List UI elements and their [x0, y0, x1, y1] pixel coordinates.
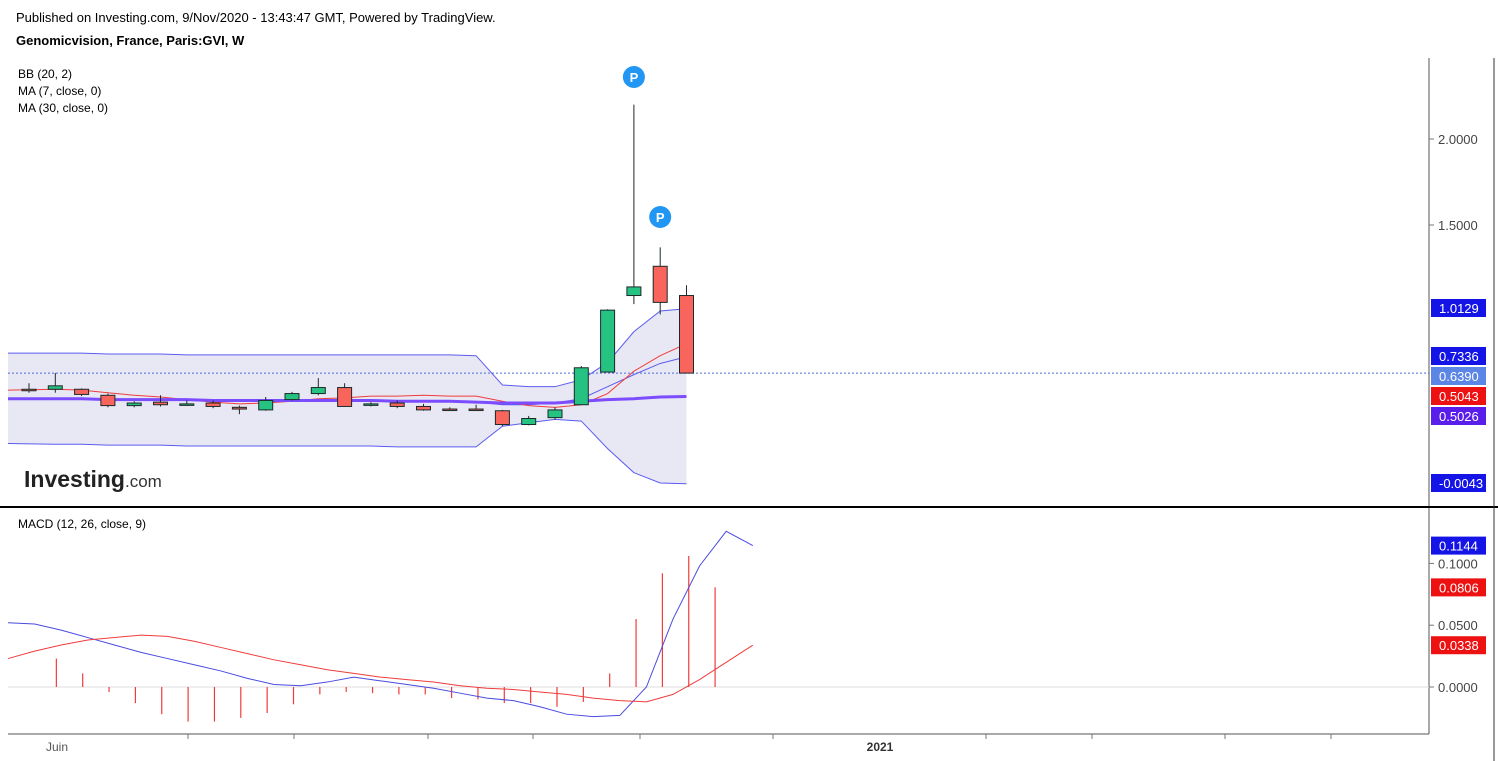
candle-up — [547, 409, 563, 419]
candle-down — [389, 402, 405, 407]
price-badge-label: 0.6390 — [1439, 369, 1479, 384]
legend-ma7: MA (7, close, 0) — [18, 84, 101, 98]
candle-down — [231, 406, 247, 410]
candle-down — [652, 265, 668, 303]
candle-down — [494, 410, 510, 426]
candle-up — [284, 393, 300, 401]
candle-up — [573, 367, 589, 406]
candle-down — [679, 295, 694, 374]
price-badge-label: 0.7336 — [1439, 349, 1479, 364]
price-badge-label: 0.5043 — [1439, 389, 1479, 404]
price-badge — [1431, 299, 1486, 317]
price-badge — [1431, 407, 1486, 425]
price-badge-label: -0.0043 — [1439, 476, 1483, 491]
candle-down — [468, 408, 484, 412]
candle-down — [153, 401, 168, 406]
candle-down — [74, 388, 90, 395]
time-axis: Juin 2021 — [46, 734, 1332, 754]
candle-up — [521, 418, 537, 426]
candle-down — [21, 388, 37, 392]
signal-line — [7, 634, 754, 703]
price-pane: P P 2.0000 1.5000 1.0129 0.7336 0.6390 0.5043 0.… — [7, 66, 1486, 492]
logo-suffix: .com — [125, 472, 162, 491]
y-tick-label: 0.1000 — [1438, 556, 1478, 571]
y-tick-label: 0.0000 — [1438, 680, 1478, 695]
candle-up — [258, 399, 274, 411]
candle-down — [205, 402, 221, 407]
x-label-juin: Juin — [46, 740, 68, 754]
price-badge-label: 0.1144 — [1439, 539, 1478, 554]
price-badge — [1431, 536, 1486, 555]
price-badge-label: 0.5026 — [1439, 409, 1479, 424]
price-badge — [1431, 387, 1486, 405]
candle-up — [47, 385, 63, 390]
investing-logo: Investing.com — [24, 466, 162, 492]
y-tick-label: 2.0000 — [1438, 132, 1478, 147]
legend-macd: MACD (12, 26, close, 9) — [18, 517, 146, 531]
candle-up — [179, 403, 195, 406]
pin-marker — [622, 66, 645, 88]
pin-marker-label: P — [656, 210, 665, 225]
candle-down — [337, 387, 353, 407]
price-badge — [1431, 367, 1486, 385]
svg-text:Investing.com: Investing.com — [24, 466, 162, 492]
legend-bb: BB (20, 2) — [18, 67, 72, 81]
candle-up — [126, 402, 142, 407]
y-tick-label: 1.5000 — [1438, 218, 1478, 233]
legend-ma30: MA (30, close, 0) — [18, 101, 108, 115]
candle-up — [600, 309, 616, 373]
published-caption: Published on Investing.com, 9/Nov/2020 -… — [16, 10, 496, 25]
logo-brand: Investing — [24, 466, 125, 492]
price-badge-label: 0.0806 — [1439, 580, 1479, 595]
price-badge — [1431, 474, 1486, 492]
y-tick-label: 0.0500 — [1438, 618, 1478, 633]
candle-down — [100, 394, 116, 407]
bb-lower-line — [7, 418, 687, 485]
pin-marker-label: P — [630, 70, 639, 85]
candle-down — [442, 408, 458, 412]
pin-marker — [649, 206, 672, 228]
candle-up — [363, 403, 379, 406]
x-label-2021: 2021 — [867, 740, 894, 754]
candle-up — [626, 286, 642, 297]
price-badge — [1431, 636, 1486, 655]
symbol-title: Genomicvision, France, Paris:GVI, W — [16, 33, 245, 48]
candle-down — [416, 405, 431, 411]
price-badge — [1431, 578, 1486, 597]
macd-line — [7, 530, 754, 718]
macd-pane: 0.1000 0.0500 0.0000 0.1144 0.0806 0.0338 — [7, 530, 1486, 722]
price-badge-label: 1.0129 — [1439, 301, 1479, 316]
price-badge-label: 0.0338 — [1439, 638, 1479, 653]
price-badge — [1431, 347, 1486, 365]
candle-up — [310, 387, 326, 395]
